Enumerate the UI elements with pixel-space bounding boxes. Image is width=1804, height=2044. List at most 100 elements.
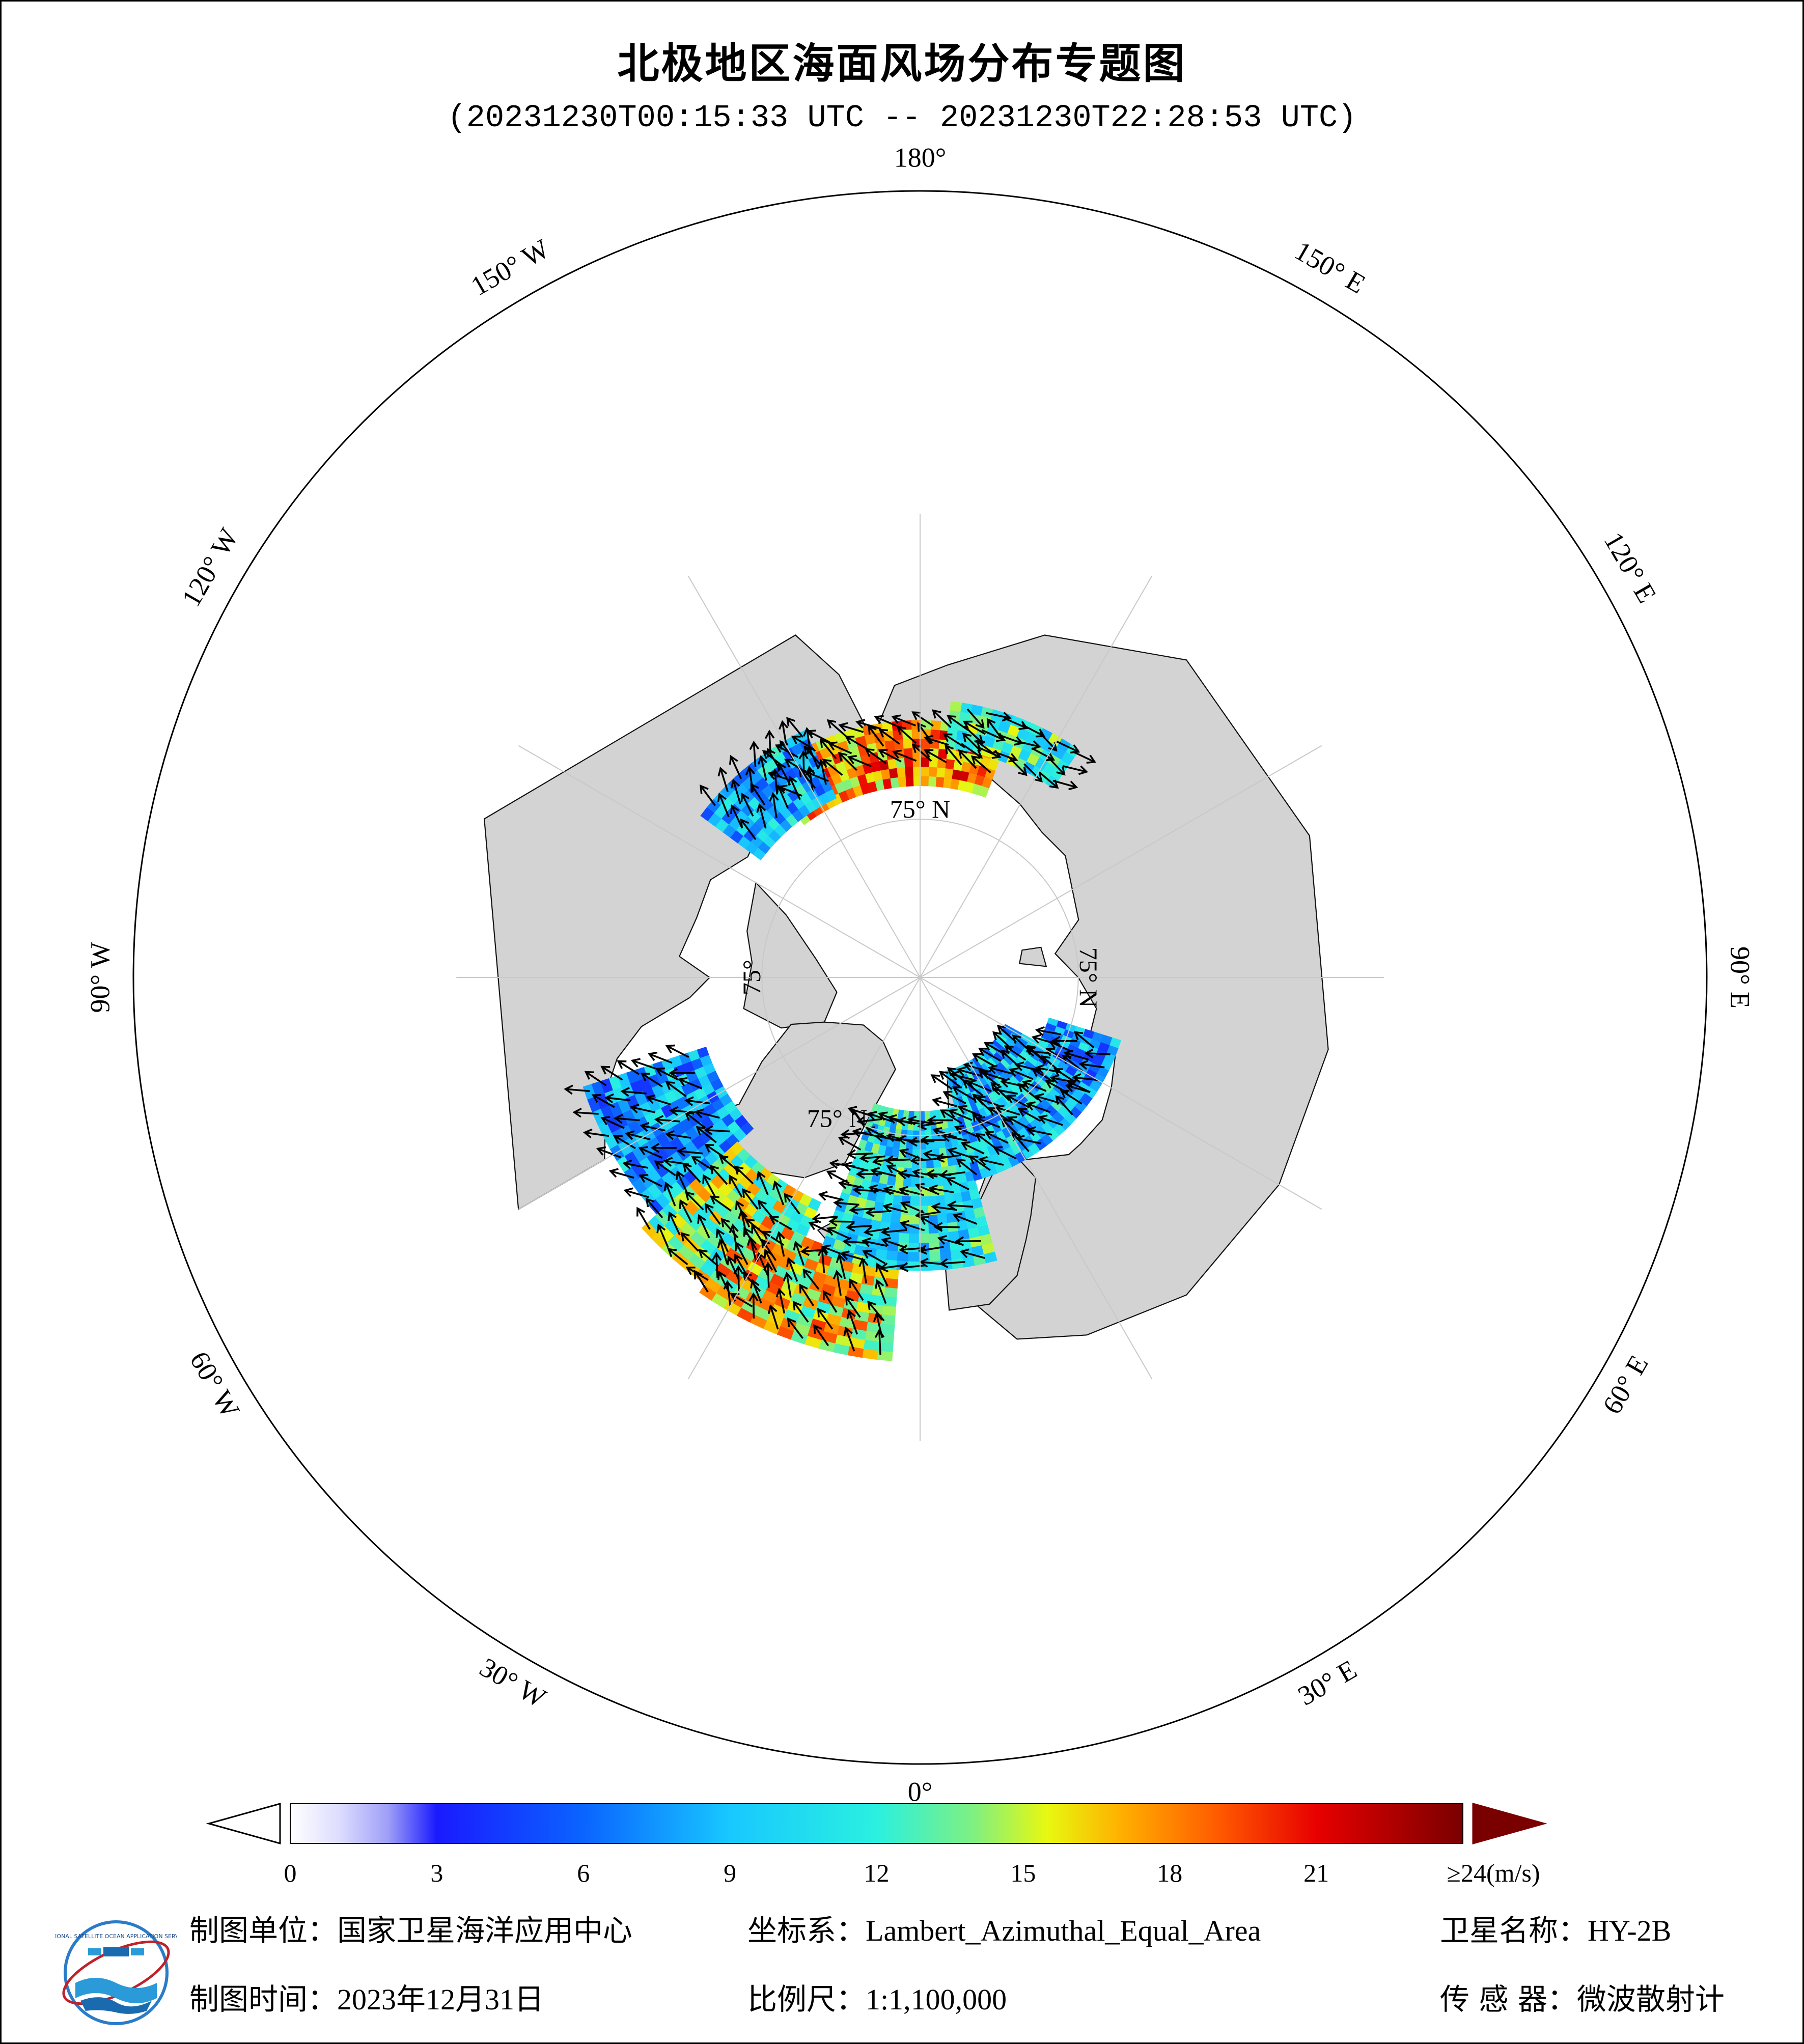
wind-arrow [1023,763,1042,782]
wind-arrow [878,1330,881,1355]
wind-cell [942,777,952,789]
wind-arrow [777,786,789,809]
wind-arrow-head [735,1200,744,1210]
wind-arrow [828,742,852,754]
wind-arrow-head [709,1195,719,1205]
wind-arrow [982,1072,1007,1081]
wind-arrow [900,1264,926,1269]
wind-arrow [972,755,991,773]
wind-cell [936,767,946,778]
wind-arrow [699,1249,719,1267]
wind-arrow [846,736,868,750]
wind-arrow [996,1106,1020,1116]
wind-arrow-head [840,1129,850,1139]
wind-cell [1047,1017,1059,1026]
wind-arrow [624,1162,649,1169]
wind-cell [904,767,913,777]
wind-arrow-head [836,1253,846,1263]
wind-arrow [820,739,837,760]
wind-arrow-head [604,1093,614,1104]
wind-arrow [857,1118,882,1123]
wind-arrow-head [993,1146,1003,1155]
wind-cell [953,760,963,772]
wind-arrow-head [786,717,795,726]
wind-arrow [681,1233,699,1252]
wind-arrow-head [941,1132,951,1142]
wind-arrow-head [861,1237,871,1247]
wind-arrow-head [751,1224,760,1234]
wind-cell [908,1251,920,1262]
wind-arrow-head [817,1246,828,1256]
wind-arrow [1002,1080,1026,1088]
wind-arrow-head [799,1283,808,1294]
wind-arrow [801,1249,826,1253]
wind-arrow [969,1155,991,1171]
wind-arrow-head [723,1280,733,1290]
wind-arrow-head [669,1068,678,1078]
wind-arrow-head [842,1237,852,1247]
wind-arrow [865,1227,890,1234]
wind-arrow [848,756,872,768]
wind-arrow-head [932,709,941,719]
wind-arrow-head [1084,1048,1094,1059]
wind-arrow [1046,1080,1069,1094]
wind-arrow [700,785,716,806]
wind-arrow-head [745,1218,755,1227]
wind-arrow [959,1106,982,1117]
wind-arrow-head [636,1207,645,1217]
longitude-label: 90° W [85,942,115,1013]
wind-arrow [731,805,743,829]
wind-arrow-head [865,1207,875,1217]
wind-arrow-head [843,1161,853,1171]
wind-arrow-head [617,1060,627,1069]
wind-arrow-head [1018,721,1029,730]
wind-arrow [845,1297,861,1318]
wind-arrow [961,743,982,759]
wind-arrow-head [923,1150,933,1160]
wind-arrow [740,819,757,841]
wind-arrow-head [874,1132,884,1142]
wind-arrow-head [967,1079,977,1089]
longitude-label: 180° [894,142,947,173]
wind-arrow-head [933,1222,943,1232]
wind-arrow-head [663,1182,673,1192]
wind-arrow-head [717,1238,727,1248]
wind-arrow [757,1253,769,1276]
wind-arrow [686,1099,711,1105]
wind-arrow [827,719,847,738]
wind-arrow [614,1135,636,1150]
wind-cell [943,1184,953,1195]
wind-arrow-head [1006,1095,1016,1104]
latitude-labels: 75° N 75° N 75° N 75° [737,795,1103,1133]
wind-arrow-head [1025,1101,1036,1111]
wind-cell [740,1122,754,1135]
wind-arrow [808,767,814,792]
swath-arrows-4 [636,1143,800,1308]
wind-arrow [601,1066,623,1081]
wind-arrow [774,1182,785,1206]
wind-arrow [631,1106,656,1113]
wind-arrow-head [622,1159,632,1169]
wind-arrow [973,1053,995,1068]
wind-arrow [989,1067,1014,1075]
wind-arrow-head [640,1122,650,1132]
wind-arrow-head [886,1132,896,1142]
wind-arrow [911,1158,936,1162]
wind-arrow [892,716,917,726]
wind-arrow-head [764,730,775,739]
wind-arrow-head [826,1226,836,1236]
wind-arrow-head [669,1106,679,1116]
wind-arrow-head [919,1257,929,1268]
wind-arrow [729,1175,743,1198]
footer-coord: 坐标系：Lambert_Azimuthal_Equal_Area [747,1913,1261,1948]
wind-arrow [734,1254,748,1277]
colorbar-tick-label: 0 [284,1859,297,1887]
wind-arrow-head [917,1120,927,1131]
wind-cell [882,1305,897,1316]
wind-arrow-head [776,784,786,794]
wind-arrow-head [832,1270,843,1280]
wind-arrow-head [892,749,902,759]
wind-arrow-head [656,1223,666,1234]
wind-arrow [1039,1116,1063,1126]
wind-arrow-head [898,1186,908,1196]
